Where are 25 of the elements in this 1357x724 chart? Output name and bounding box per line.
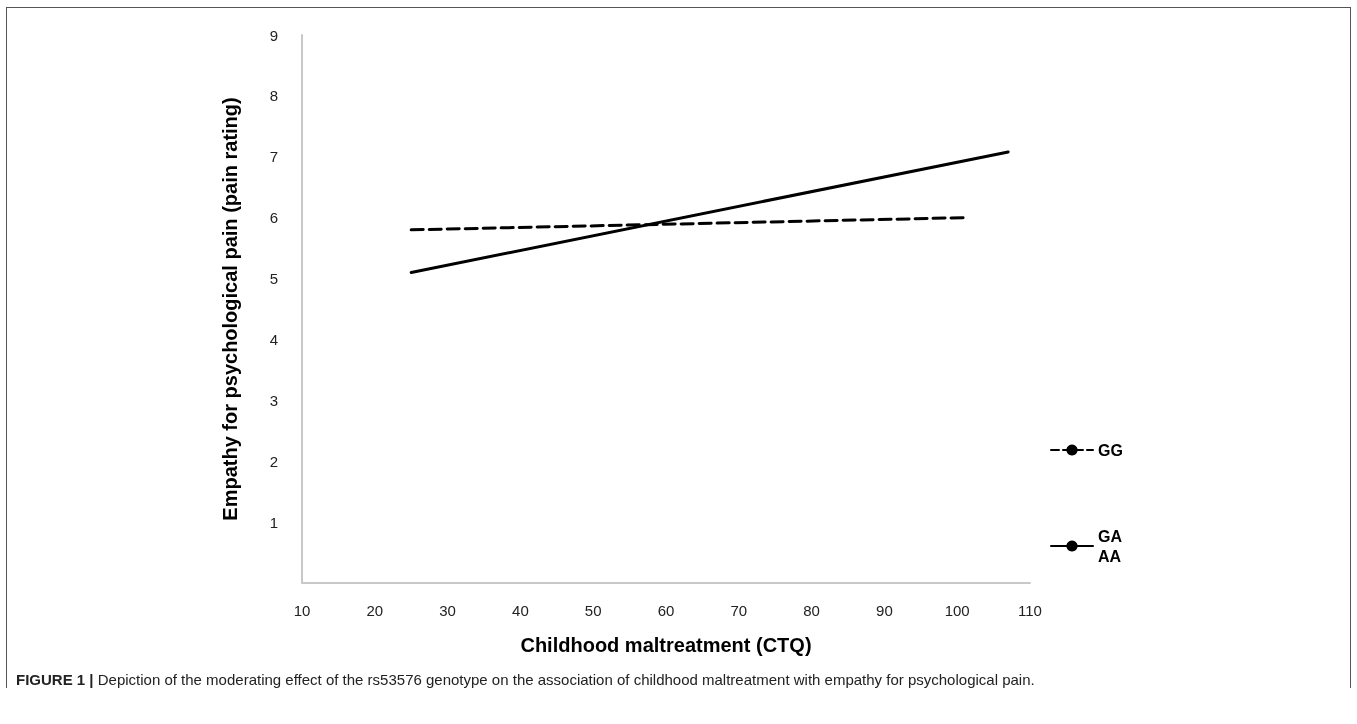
y-tick-label: 1: [269, 513, 278, 531]
x-tick-label: 100: [944, 602, 970, 619]
x-tick-label: 40: [512, 602, 529, 619]
caption: FIGURE 1 | Depiction of the moderating effect of the rs53576 genotype on the association of childhood maltreatment with empathy for psychological pain.: [16, 671, 1035, 688]
x-tick-label: 90: [876, 602, 893, 619]
x-tick-label: 80: [803, 602, 820, 619]
x-axis-title: Childhood maltreatment (CTQ): [520, 634, 812, 656]
legend-label: GG: [1098, 441, 1123, 459]
x-tick-label: 70: [730, 602, 748, 619]
x-tick-label: 10: [293, 602, 311, 619]
x-tick-label: 30: [439, 602, 456, 619]
x-tick-label: 20: [366, 602, 384, 619]
y-tick-label: 6: [269, 209, 278, 227]
y-tick-label: 4: [269, 330, 278, 348]
y-axis-title: Empathy for psychological pain (pain rating): [219, 97, 241, 521]
y-tick-label: 8: [269, 87, 278, 105]
y-tick-label: 7: [269, 148, 278, 166]
x-tick-label: 60: [657, 602, 675, 619]
y-tick-label: 9: [269, 26, 278, 44]
y-tick-label: 3: [269, 391, 278, 409]
x-tick-label: 50: [584, 602, 602, 619]
legend-label: GA AA: [1098, 527, 1123, 565]
y-tick-label: 2: [269, 452, 278, 470]
x-tick-label: 110: [1018, 602, 1042, 619]
y-tick-label: 5: [269, 270, 278, 288]
